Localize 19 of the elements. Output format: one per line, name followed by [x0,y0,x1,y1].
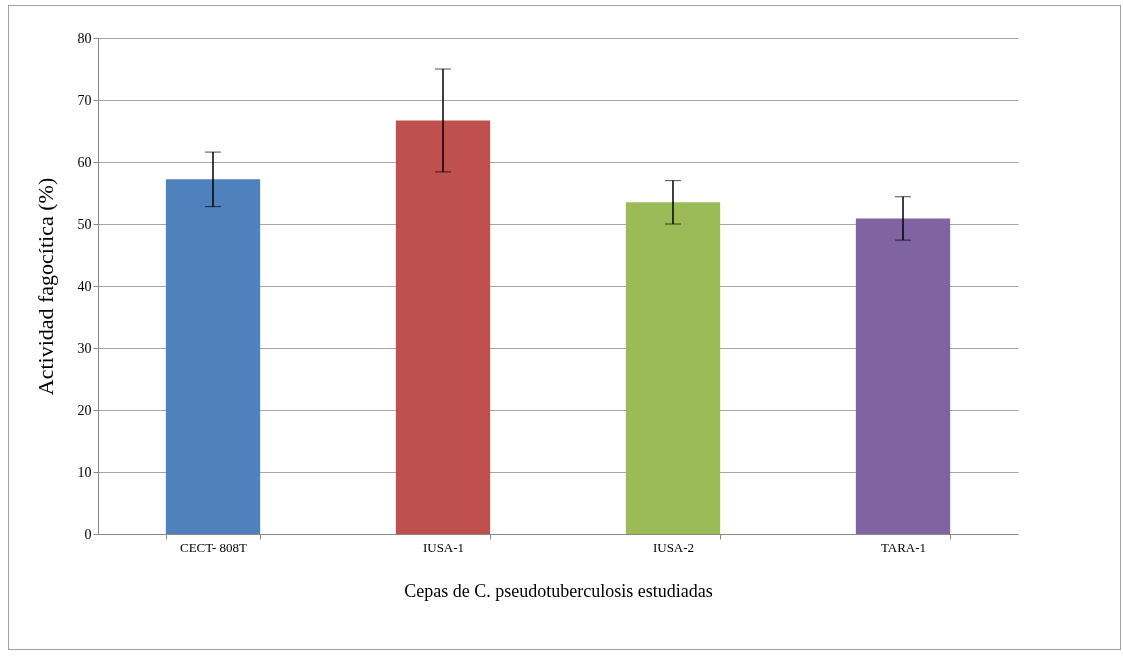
bar [855,218,951,534]
y-tick-label: 60 [77,154,92,170]
y-tick-label: 70 [77,92,92,108]
y-tick-label: 30 [77,340,92,356]
y-tick-label: 20 [77,402,92,418]
x-axis-title: Cepas de C. pseudotuberculosis estudiadas [404,580,713,601]
bar [395,120,491,534]
y-tick-label: 50 [77,216,92,232]
y-tick-label: 80 [77,30,92,46]
x-tick-label: CECT- 808T [179,539,248,555]
bar [625,202,721,534]
bar [165,179,261,534]
y-tick-label: 40 [77,278,92,294]
x-tick-label: IUSA-2 [652,539,695,555]
y-tick-label: 0 [84,526,92,542]
y-axis-title: Actividad fagocítica (%) [32,177,58,396]
x-tick-label: IUSA-1 [422,539,465,555]
x-tick-label: TARA-1 [880,539,927,555]
y-tick-label: 10 [77,464,92,480]
